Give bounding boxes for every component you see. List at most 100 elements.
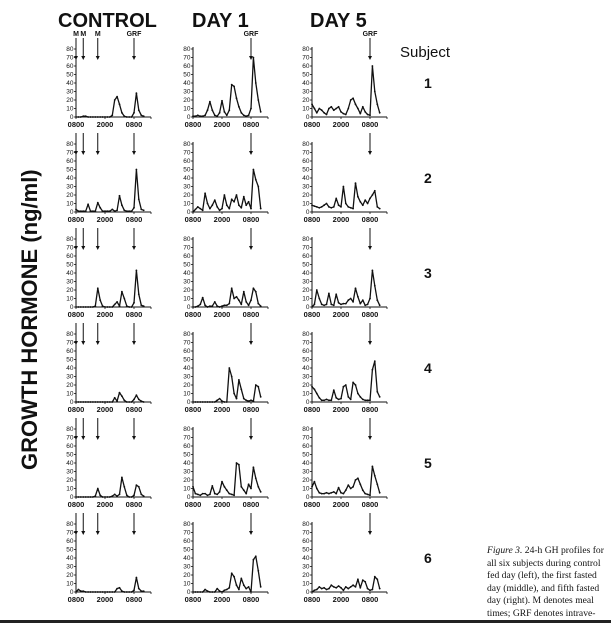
grf-arrowhead-icon [132, 151, 136, 155]
data-point [354, 103, 357, 106]
y-tick-label: 80 [183, 141, 191, 148]
data-point [135, 92, 138, 95]
data-point [108, 210, 111, 213]
data-point [92, 591, 94, 593]
data-point [111, 306, 114, 308]
subject-number: 4 [424, 360, 432, 376]
grf-arrowhead-icon [368, 531, 372, 535]
data-point [77, 116, 80, 118]
data-point [196, 493, 199, 496]
y-tick-label: 10 [302, 106, 310, 113]
data-point [133, 111, 135, 114]
y-tick-label: 10 [66, 486, 74, 493]
data-point [318, 206, 321, 209]
y-tick-label: 20 [302, 287, 310, 294]
grf-arrowhead-icon [249, 341, 253, 345]
data-point [201, 591, 204, 593]
data-point [84, 591, 87, 593]
meal-arrowhead-icon [74, 531, 78, 535]
data-point [323, 492, 325, 495]
x-tick-label: 0800 [126, 120, 143, 129]
data-point [99, 494, 102, 497]
data-point [257, 302, 260, 305]
y-tick-label: 20 [66, 382, 74, 389]
data-point [99, 401, 102, 403]
data-point [89, 401, 92, 403]
y-tick-label: 40 [302, 270, 310, 277]
data-point [192, 115, 194, 118]
y-tick-label: 10 [66, 106, 74, 113]
data-point [99, 206, 102, 209]
data-point [349, 398, 352, 401]
data-point [315, 487, 318, 490]
data-point [330, 105, 333, 108]
data-point [342, 112, 345, 115]
caption-figure-label: Figure 3. [487, 545, 523, 556]
y-tick-label: 0 [70, 304, 74, 311]
data-point [113, 303, 116, 306]
data-point [378, 304, 381, 307]
data-point [225, 588, 228, 591]
y-tick-label: 80 [66, 331, 74, 338]
data-point [104, 306, 106, 308]
data-point [206, 109, 209, 112]
data-point [352, 381, 354, 384]
data-point [328, 492, 330, 495]
data-point [206, 306, 209, 308]
data-point [330, 399, 333, 402]
y-tick-label: 80 [302, 426, 310, 433]
data-point [247, 304, 250, 307]
data-point [125, 494, 128, 497]
data-point [94, 305, 97, 307]
data-point [116, 400, 118, 402]
data-point [240, 485, 243, 488]
data-point [330, 584, 333, 587]
data-point [357, 295, 359, 298]
data-point [330, 303, 333, 306]
data-point [201, 209, 204, 212]
data-point [128, 210, 131, 213]
x-tick-label: 0800 [185, 310, 202, 319]
data-point [245, 492, 248, 495]
data-point [128, 401, 131, 403]
y-tick-label: 70 [183, 150, 191, 157]
data-point [218, 306, 221, 308]
data-point [92, 210, 94, 213]
data-point [323, 586, 325, 589]
y-tick-label: 60 [183, 253, 191, 260]
data-point [340, 491, 342, 494]
data-point [320, 587, 323, 590]
data-point [199, 207, 202, 210]
y-tick-label: 30 [183, 279, 191, 286]
y-tick-label: 30 [302, 89, 310, 96]
data-point [213, 301, 216, 303]
y-tick-label: 0 [70, 589, 74, 596]
data-point [313, 589, 316, 592]
y-tick-label: 50 [302, 72, 310, 79]
y-tick-label: 50 [302, 357, 310, 364]
data-point [313, 107, 316, 110]
data-point [373, 474, 376, 477]
data-point [247, 200, 250, 203]
y-tick-label: 70 [183, 340, 191, 347]
data-point [209, 207, 211, 210]
x-tick-label: 2000 [97, 120, 114, 129]
data-point [79, 210, 82, 213]
data-point [245, 115, 248, 118]
data-point [101, 305, 104, 307]
data-point [233, 392, 236, 395]
data-point [357, 195, 359, 198]
y-tick-label: 20 [183, 192, 191, 199]
data-point [216, 493, 219, 496]
y-tick-label: 20 [66, 287, 74, 294]
gh-series-line [75, 168, 144, 212]
x-tick-label: 2000 [214, 595, 231, 604]
data-point [75, 496, 77, 498]
data-point [89, 116, 92, 118]
data-point [82, 115, 85, 118]
data-point [257, 185, 260, 188]
